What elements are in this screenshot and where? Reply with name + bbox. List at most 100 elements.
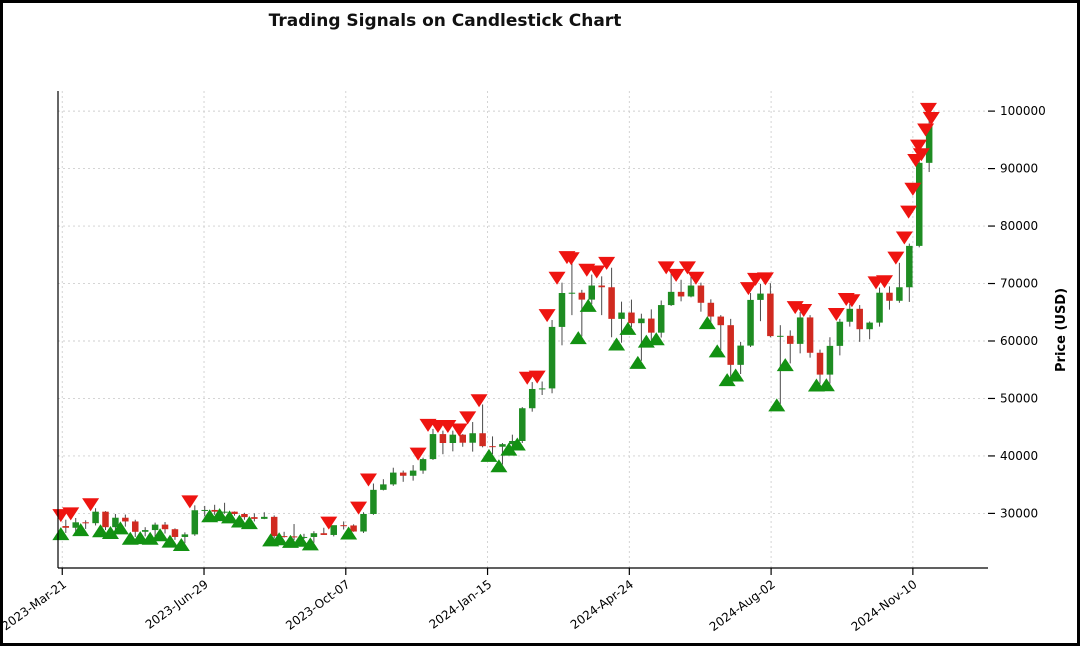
candle-body xyxy=(489,446,496,448)
candle-body xyxy=(102,511,109,528)
candle-body xyxy=(657,305,665,333)
candle-body xyxy=(122,517,129,522)
candle-body xyxy=(201,509,208,511)
sell-signal-marker xyxy=(919,102,937,116)
candle-bodies xyxy=(62,124,933,538)
candle-body xyxy=(538,388,546,390)
sell-signal-marker xyxy=(82,498,100,512)
candle-body xyxy=(151,524,159,531)
candle-body xyxy=(439,434,447,444)
buy-signal-marker xyxy=(480,448,498,462)
buy-signal-marker xyxy=(211,508,229,522)
candle-body xyxy=(370,489,377,514)
candle-body xyxy=(608,287,615,319)
candle-body xyxy=(707,302,715,317)
y-tick-label: 80000 xyxy=(1000,219,1038,233)
sell-signal-marker xyxy=(687,271,705,285)
y-tick-label: 60000 xyxy=(1000,334,1038,348)
sell-signal-marker xyxy=(900,205,918,219)
sell-signal-marker xyxy=(470,394,488,408)
candle-body xyxy=(399,472,407,476)
candle-body xyxy=(360,513,367,532)
buy-signal-marker xyxy=(817,378,835,392)
sell-signal-marker xyxy=(795,303,813,317)
candle-body xyxy=(449,434,457,444)
candle-body xyxy=(747,299,754,346)
candle-body xyxy=(141,530,149,532)
candle-body xyxy=(667,291,675,306)
candle-body xyxy=(687,285,695,297)
axes xyxy=(57,91,988,569)
sell-signal-marker xyxy=(912,148,930,162)
candle-body xyxy=(786,335,794,344)
candle-body xyxy=(796,317,804,344)
buy-signal-marker xyxy=(776,358,794,372)
candle-body xyxy=(419,459,427,471)
candle-body xyxy=(727,325,734,365)
sell-signal-marker xyxy=(562,252,580,266)
sell-signal-marker xyxy=(548,271,566,285)
candle-body xyxy=(816,352,824,375)
buy-signal-marker xyxy=(647,332,665,346)
sell-signal-marker xyxy=(450,423,468,437)
y-tick-label: 40000 xyxy=(1000,449,1038,463)
candle-body xyxy=(469,433,476,443)
buy-signal-marker xyxy=(500,442,518,456)
x-tick-label: 2023-Oct-07 xyxy=(283,577,352,633)
candle-body xyxy=(132,521,139,532)
candle-body xyxy=(409,470,417,476)
buy-signal-marker xyxy=(508,437,526,451)
sell-signal-marker xyxy=(827,307,845,321)
candle-body xyxy=(568,292,576,294)
x-tick-label: 2024-Nov-10 xyxy=(849,577,920,634)
candle-body xyxy=(280,536,288,538)
sell-signal-marker xyxy=(518,371,536,385)
buy-signal-marker xyxy=(92,524,110,538)
candle-body xyxy=(310,533,318,537)
sell-signal-marker xyxy=(843,294,861,308)
candle-body xyxy=(558,293,566,327)
candle-body xyxy=(479,433,486,447)
candle-body xyxy=(241,513,248,518)
candle-body xyxy=(231,511,238,514)
candle-body xyxy=(390,472,397,485)
candle-body xyxy=(320,533,328,535)
candle-body xyxy=(72,522,79,528)
buy-signal-marker xyxy=(291,533,309,547)
candle-body xyxy=(459,434,466,443)
buy-signal-marker xyxy=(72,523,90,537)
candle-body xyxy=(112,517,119,528)
candle-body xyxy=(767,293,774,337)
y-tick-labels: 30000 40000 50000 60000 70000 80000 90000 10000… xyxy=(988,104,1046,520)
candle-body xyxy=(628,312,635,324)
candle-body xyxy=(588,285,596,300)
sell-signal-marker xyxy=(538,309,556,323)
buy-signal-marker xyxy=(490,459,508,473)
sell-signal-marker xyxy=(667,268,685,282)
candle-body xyxy=(906,245,913,288)
sell-signal-marker xyxy=(439,420,457,434)
candle-body xyxy=(429,434,437,460)
candle-body xyxy=(330,525,337,535)
candle-body xyxy=(528,388,536,409)
candle-body xyxy=(191,510,199,535)
buy-signal-marker xyxy=(698,316,716,330)
candle-body xyxy=(261,516,268,519)
y-tick-label: 90000 xyxy=(1000,162,1038,176)
buy-signal-marker xyxy=(270,532,288,546)
buy-signal-marker xyxy=(768,398,786,412)
candle-body xyxy=(82,522,89,524)
sell-signal-marker xyxy=(62,507,80,521)
candle-body xyxy=(340,525,347,527)
candle-body xyxy=(886,292,893,301)
candle-body xyxy=(806,317,814,353)
candle-body xyxy=(598,285,605,288)
sell-signal-marker xyxy=(181,495,199,509)
candle-body xyxy=(876,292,883,323)
candle-body xyxy=(221,511,228,513)
candle-body xyxy=(915,162,923,246)
sell-signal-marker xyxy=(756,272,774,286)
buy-signal-marker xyxy=(708,344,726,358)
sell-signal-marker xyxy=(350,501,368,515)
